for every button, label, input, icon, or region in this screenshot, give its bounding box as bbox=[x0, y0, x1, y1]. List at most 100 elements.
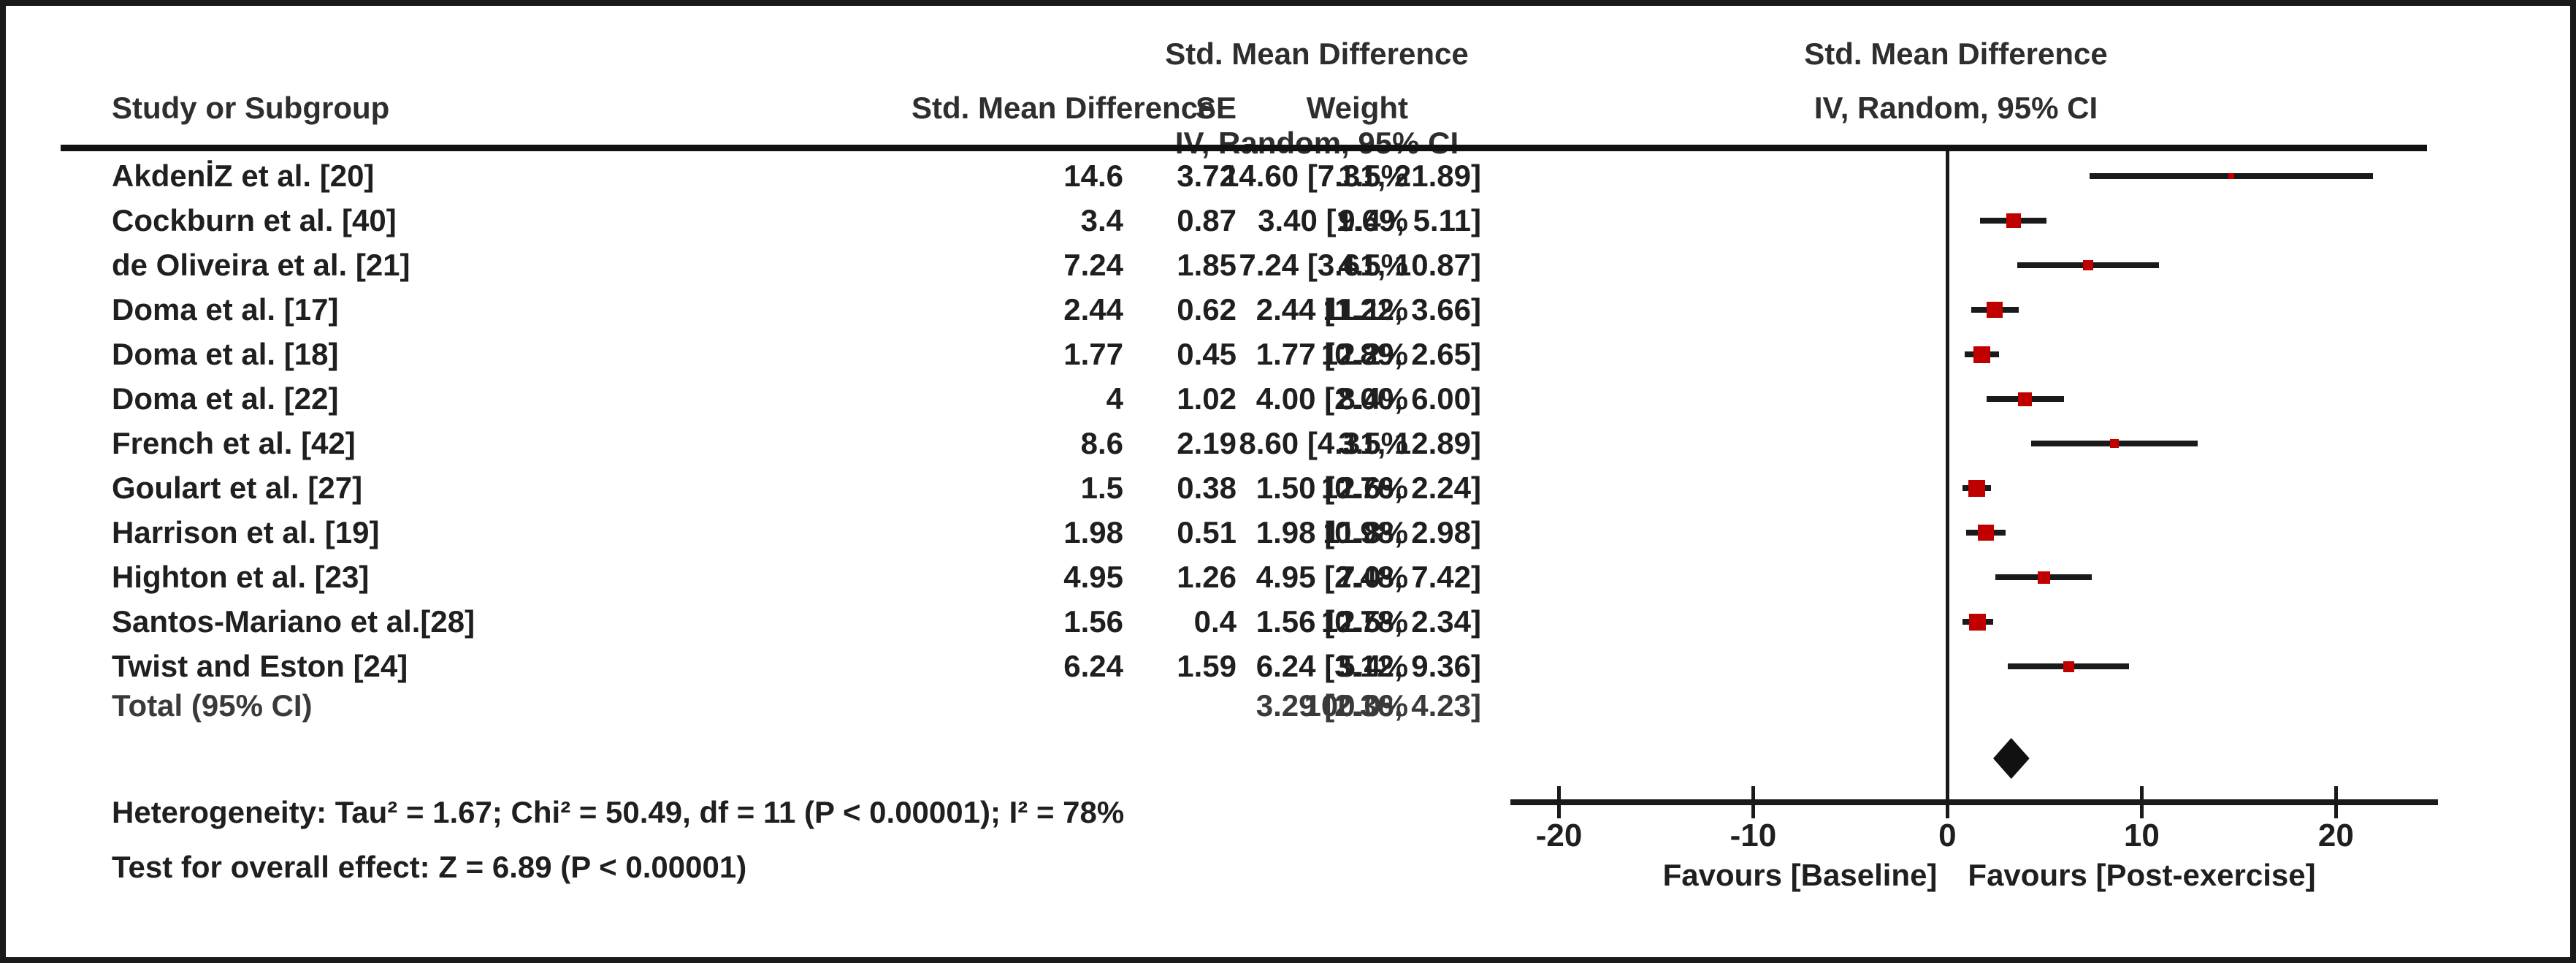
study-weight: 4.5% bbox=[1338, 248, 1408, 282]
axis-tick-label: 10 bbox=[2123, 818, 2160, 853]
total-ci-text: 3.29 [2.36, 4.23] bbox=[1255, 688, 1481, 723]
study-name: Twist and Eston [24] bbox=[112, 649, 408, 683]
study-smd: 1.56 bbox=[1063, 604, 1123, 639]
effect-marker bbox=[1968, 479, 1985, 497]
column-header-study: Study or Subgroup bbox=[112, 91, 390, 125]
axis-tick-label: -20 bbox=[1535, 818, 1583, 853]
study-name: Doma et al. [22] bbox=[112, 381, 339, 416]
header-rule bbox=[61, 145, 2427, 151]
study-name: Doma et al. [18] bbox=[112, 337, 339, 371]
column-header-weight: Weight bbox=[1306, 91, 1408, 125]
study-ci-text: 14.60 [7.31, 21.89] bbox=[1222, 159, 1481, 193]
study-name: Santos-Mariano et al.[28] bbox=[112, 604, 475, 639]
column-header-smd-ci-line1: Std. Mean Difference bbox=[1165, 37, 1469, 71]
summary-diamond bbox=[1993, 738, 2030, 779]
effect-marker bbox=[2018, 392, 2033, 406]
study-smd: 4.95 bbox=[1063, 560, 1123, 594]
axis-tick bbox=[1751, 786, 1756, 818]
zero-line bbox=[1946, 151, 1950, 802]
study-name: Cockburn et al. [40] bbox=[112, 203, 397, 237]
study-ci-text: 1.98 [0.98, 2.98] bbox=[1255, 515, 1481, 549]
column-header-ci: IV, Random, 95% CI bbox=[1174, 126, 1459, 160]
axis-tick bbox=[1946, 786, 1950, 818]
study-se: 0.38 bbox=[1177, 471, 1237, 505]
study-ci-text: 2.44 [1.22, 3.66] bbox=[1255, 292, 1481, 327]
effect-marker bbox=[1973, 346, 1990, 363]
axis-tick-label: -10 bbox=[1730, 818, 1777, 853]
study-se: 0.51 bbox=[1177, 515, 1237, 549]
study-se: 3.72 bbox=[1177, 159, 1237, 193]
effect-marker bbox=[2228, 173, 2234, 179]
plot-header-line2: IV, Random, 95% CI bbox=[1813, 91, 2098, 125]
study-ci-text: 3.40 [1.69, 5.11] bbox=[1258, 203, 1481, 237]
study-smd: 14.6 bbox=[1063, 159, 1123, 193]
study-weight: 8.4% bbox=[1338, 381, 1408, 416]
study-name: de Oliveira et al. [21] bbox=[112, 248, 410, 282]
study-weight: 11.8% bbox=[1323, 515, 1408, 549]
heterogeneity-note: Heterogeneity: Tau² = 1.67; Chi² = 50.49… bbox=[112, 795, 1125, 829]
study-name: Goulart et al. [27] bbox=[112, 471, 363, 505]
study-se: 0.62 bbox=[1177, 292, 1237, 327]
study-ci-text: 1.50 [0.76, 2.24] bbox=[1255, 471, 1481, 505]
study-se: 1.85 bbox=[1177, 248, 1237, 282]
study-weight: 3.5% bbox=[1338, 426, 1408, 460]
axis-label-right: Favours [Post-exercise] bbox=[1968, 858, 2316, 892]
column-header-se: SE bbox=[1195, 91, 1237, 125]
axis-label-left: Favours [Baseline] bbox=[1662, 858, 1938, 892]
effect-marker bbox=[2082, 260, 2093, 270]
study-se: 1.02 bbox=[1177, 381, 1237, 416]
study-smd: 7.24 bbox=[1063, 248, 1123, 282]
study-se: 2.19 bbox=[1177, 426, 1237, 460]
study-ci-text: 4.95 [2.48, 7.42] bbox=[1255, 560, 1481, 594]
effect-marker bbox=[1969, 613, 1987, 631]
forest-plot: -20 -10 0 10 20 Favours [Baseline] Favours [Po… bbox=[1510, 6, 2438, 957]
study-weight: 5.4% bbox=[1338, 649, 1408, 683]
study-ci-text: 1.56 [0.78, 2.34] bbox=[1255, 604, 1481, 639]
study-smd: 6.24 bbox=[1063, 649, 1123, 683]
axis-tick bbox=[1557, 786, 1562, 818]
study-smd: 3.4 bbox=[1080, 203, 1123, 237]
study-smd: 2.44 bbox=[1063, 292, 1123, 327]
effect-marker bbox=[1978, 525, 1995, 541]
effect-marker bbox=[2063, 661, 2074, 672]
study-ci-text: 8.60 [4.31, 12.89] bbox=[1239, 426, 1481, 460]
overall-effect-note: Test for overall effect: Z = 6.89 (P < 0… bbox=[112, 850, 747, 884]
study-ci-text: 1.77 [0.89, 2.65] bbox=[1255, 337, 1481, 371]
study-ci-text: 4.00 [2.00, 6.00] bbox=[1255, 381, 1481, 416]
study-smd: 1.77 bbox=[1063, 337, 1123, 371]
study-weight: 9.4% bbox=[1338, 203, 1408, 237]
study-smd: 1.98 bbox=[1063, 515, 1123, 549]
total-label: Total (95% CI) bbox=[112, 688, 313, 723]
study-weight: 12.5% bbox=[1321, 604, 1408, 639]
study-se: 0.45 bbox=[1177, 337, 1237, 371]
axis-tick-label: 20 bbox=[2317, 818, 2354, 853]
study-smd: 4 bbox=[1106, 381, 1123, 416]
study-name: Highton et al. [23] bbox=[112, 560, 370, 594]
study-ci-text: 7.24 [3.61, 10.87] bbox=[1239, 248, 1481, 282]
study-weight: 7.0% bbox=[1338, 560, 1408, 594]
study-name: AkdenİZ et al. [20] bbox=[112, 159, 375, 193]
effect-marker bbox=[2006, 213, 2021, 228]
study-se: 0.4 bbox=[1193, 604, 1237, 639]
axis-tick bbox=[2334, 786, 2339, 818]
effect-marker bbox=[2110, 439, 2120, 448]
study-smd: 8.6 bbox=[1080, 426, 1123, 460]
effect-marker bbox=[1987, 302, 2003, 318]
axis-tick-label: 0 bbox=[1938, 818, 1957, 853]
effect-marker bbox=[2037, 571, 2050, 584]
study-weight: 11.1% bbox=[1323, 292, 1408, 327]
study-weight: 12.2% bbox=[1321, 337, 1408, 371]
study-se: 1.26 bbox=[1177, 560, 1237, 594]
study-ci-text: 6.24 [3.12, 9.36] bbox=[1255, 649, 1481, 683]
study-name: French et al. [42] bbox=[112, 426, 356, 460]
study-weight: 12.6% bbox=[1321, 471, 1408, 505]
study-name: Doma et al. [17] bbox=[112, 292, 339, 327]
study-name: Harrison et al. [19] bbox=[112, 515, 380, 549]
axis-tick bbox=[2140, 786, 2144, 818]
total-weight: 100.0% bbox=[1304, 688, 1408, 723]
x-axis-line bbox=[1510, 799, 2438, 805]
study-se: 1.59 bbox=[1177, 649, 1237, 683]
study-weight: 1.5% bbox=[1338, 159, 1408, 193]
column-header-smd: Std. Mean Difference bbox=[911, 91, 1215, 125]
